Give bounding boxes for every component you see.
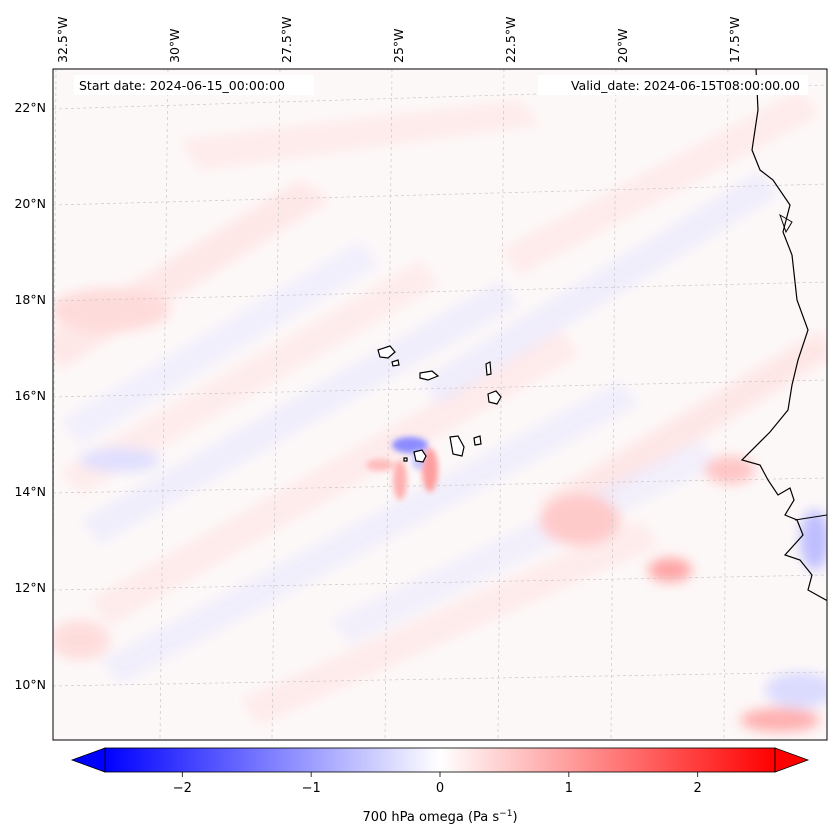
lat-label: 14°N	[14, 484, 46, 499]
lon-label: 20°W	[615, 28, 630, 63]
valid-date-label: Valid_date: 2024-06-15T08:00:00.00	[571, 78, 800, 93]
colorbar-max-extension	[774, 747, 810, 773]
africa-coastline	[740, 69, 827, 601]
lat-label: 22°N	[14, 100, 46, 115]
latitude-labels: 22°N 20°N 18°N 16°N 14°N 12°N 10°N	[14, 100, 46, 692]
colorbar-tick-label: 0	[436, 781, 444, 796]
lat-label: 12°N	[14, 580, 46, 595]
lon-label: 22.5°W	[503, 17, 518, 63]
lon-label: 27.5°W	[279, 17, 294, 63]
colorbar-tick-label: 1	[565, 781, 573, 796]
omega-field	[53, 69, 827, 740]
colorbar-body	[104, 747, 776, 773]
lat-label: 10°N	[14, 677, 46, 692]
colorbar: −2 −1 0 1 2 700 hPa omega (Pa s−1)	[70, 747, 810, 825]
colorbar-tick-label: 2	[694, 781, 702, 796]
colorbar-label: 700 hPa omega (Pa s−1)	[362, 809, 517, 825]
colorbar-min-extension	[70, 747, 106, 773]
lat-label: 16°N	[14, 388, 46, 403]
colorbar-tick-label: −2	[173, 781, 192, 796]
lat-label: 20°N	[14, 196, 46, 211]
longitude-labels: 32.5°W 30°W 27.5°W 25°W 22.5°W 20°W 17.5…	[55, 17, 742, 63]
lon-label: 17.5°W	[727, 17, 742, 63]
lon-label: 32.5°W	[55, 17, 70, 63]
start-date-label: Start date: 2024-06-15_00:00:00	[79, 78, 285, 93]
map-frame	[52, 68, 828, 741]
colorbar-tick-label: −1	[302, 781, 321, 796]
lon-label: 30°W	[167, 28, 182, 63]
lat-label: 18°N	[14, 292, 46, 307]
cape-verde-islands	[377, 345, 502, 463]
graticule	[53, 69, 827, 740]
lon-label: 25°W	[391, 28, 406, 63]
